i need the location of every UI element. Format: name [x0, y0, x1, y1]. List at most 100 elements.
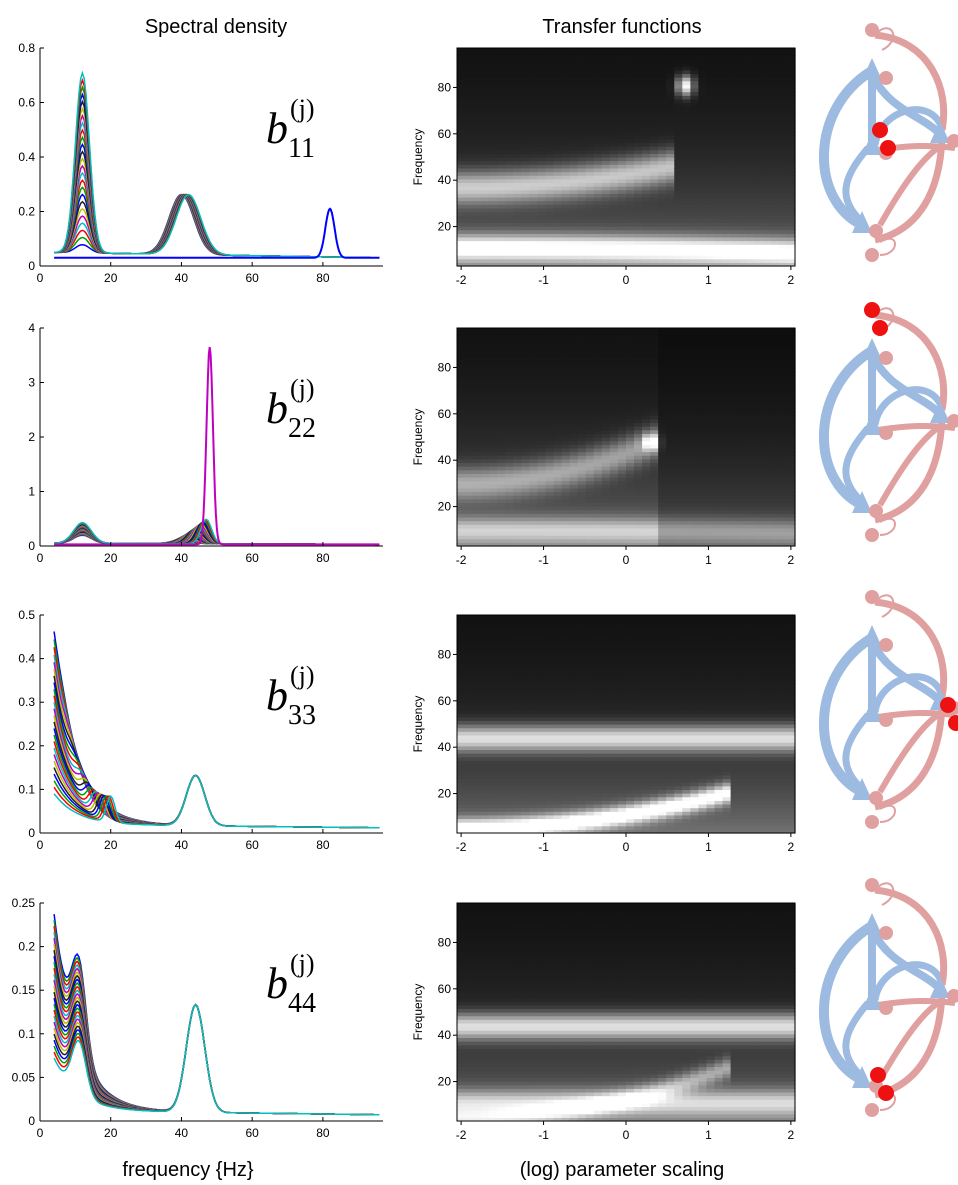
heatmap-cell: [601, 389, 611, 394]
heatmap-cell: [658, 218, 667, 223]
heatmap-cell: [738, 204, 748, 209]
y-tick-label: 0.4: [18, 150, 35, 164]
heatmap-cell: [553, 371, 563, 376]
heatmap-cell: [617, 62, 627, 67]
heatmap-cell: [553, 415, 563, 420]
heatmap-cell: [593, 524, 603, 529]
heatmap-cell: [561, 407, 571, 413]
heatmap-cell: [465, 240, 474, 245]
y-tick-label: 2: [28, 430, 35, 444]
heatmap-cell: [626, 124, 635, 129]
heatmap-cell: [609, 51, 619, 56]
heatmap-cell: [682, 426, 691, 431]
heatmap-cell: [770, 84, 780, 89]
heatmap-cell: [650, 444, 659, 449]
heatmap-cell: [698, 98, 708, 104]
heatmap-cell: [473, 400, 482, 405]
heatmap-cell: [634, 240, 643, 245]
heatmap-cell: [513, 455, 522, 460]
heatmap-cell: [553, 244, 563, 249]
heatmap-cell: [746, 469, 756, 474]
heatmap-cell: [658, 226, 667, 231]
heatmap-cell: [682, 404, 691, 409]
heatmap-cell: [577, 251, 587, 256]
heatmap-cell: [545, 102, 555, 107]
heatmap-cell: [722, 535, 732, 540]
heatmap-cell: [465, 411, 474, 416]
heatmap-cell: [569, 346, 579, 351]
heatmap-cell: [714, 73, 724, 78]
heatmap-cell: [634, 335, 643, 340]
heatmap-cell: [585, 109, 595, 114]
heatmap-cell: [513, 251, 522, 256]
heatmap-cell: [537, 476, 547, 482]
heatmap-cell: [722, 98, 732, 104]
heatmap-cell: [634, 95, 643, 100]
heatmap-cell: [473, 258, 482, 263]
heatmap-cell: [521, 418, 531, 424]
heatmap-cell: [666, 222, 675, 227]
heatmap-cell: [690, 69, 700, 75]
heatmap-cell: [585, 535, 595, 540]
heatmap-cell: [698, 509, 708, 514]
heatmap-cell: [634, 404, 643, 409]
heatmap-cell: [738, 182, 748, 187]
heatmap-cell: [489, 535, 498, 540]
heatmap-cell: [609, 473, 619, 478]
heatmap-cell: [674, 538, 683, 543]
heatmap-cell: [553, 229, 563, 234]
heatmap-cell: [730, 462, 740, 467]
heatmap-cell: [497, 211, 506, 216]
heatmap-cell: [521, 495, 531, 500]
heatmap-cell: [690, 77, 700, 82]
heatmap-cell: [593, 437, 603, 442]
heatmap-cell: [714, 171, 724, 176]
heatmap-cell: [722, 527, 732, 533]
heatmap-cell: [778, 80, 788, 85]
heatmap-cell: [682, 160, 691, 165]
heatmap-cell: [746, 218, 756, 223]
heatmap-cell: [561, 466, 571, 471]
heatmap-cell: [585, 516, 595, 522]
series-line: [54, 150, 380, 259]
heatmap-cell: [529, 127, 539, 133]
heatmap-cell: [537, 360, 547, 365]
heatmap-cell: [650, 87, 659, 93]
heatmap-cell: [553, 469, 563, 474]
heatmap-cell: [714, 495, 724, 500]
heatmap-cell: [778, 186, 788, 191]
heatmap-cell: [666, 204, 675, 209]
heatmap-cell: [690, 113, 700, 118]
heatmap-cell: [457, 124, 466, 129]
heatmap-cell: [585, 149, 595, 154]
heatmap-cell: [545, 226, 555, 231]
heatmap-cell: [489, 58, 498, 64]
heatmap-cell: [465, 527, 474, 533]
heatmap-cell: [617, 48, 627, 53]
heatmap-cell: [658, 258, 667, 263]
heatmap-cell: [666, 487, 675, 493]
heatmap-cell: [465, 127, 474, 133]
heatmap-cell: [521, 455, 531, 460]
heatmap-cell: [513, 244, 522, 249]
heatmap-cell: [513, 102, 522, 107]
heatmap-cell: [521, 91, 531, 96]
heatmap-cell: [577, 153, 587, 158]
heatmap-cell: [601, 48, 611, 53]
heatmap-cell: [465, 193, 474, 198]
heatmap-cell: [577, 146, 587, 151]
heatmap-cell: [634, 466, 643, 471]
heatmap-cell: [577, 62, 587, 67]
heatmap-cell: [658, 429, 667, 434]
heatmap-cell: [609, 535, 619, 540]
heatmap-cell: [674, 367, 683, 373]
heatmap-cell: [601, 66, 611, 71]
heatmap-cell: [714, 98, 724, 104]
heatmap-cell: [730, 120, 740, 125]
heatmap-cell: [730, 55, 740, 60]
heatmap-cell: [650, 109, 659, 114]
heatmap-cell: [529, 255, 539, 260]
heatmap-cell: [642, 117, 651, 122]
heatmap-cell: [746, 102, 756, 107]
heatmap-cell: [762, 247, 772, 253]
